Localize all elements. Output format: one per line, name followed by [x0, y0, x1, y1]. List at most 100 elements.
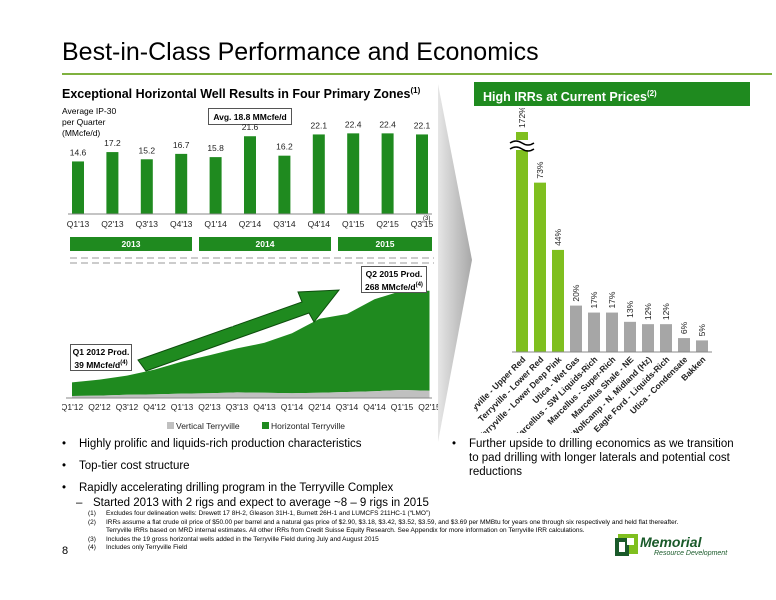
ip30-tick-label: Q3'14	[273, 219, 296, 229]
irr-value-label: 13%	[625, 300, 635, 317]
footnote-2-text: IRRs assume a flat crude oil price of $5…	[106, 518, 679, 535]
production-tick-label: Q1'14	[281, 402, 304, 412]
irr-value-label: 17%	[589, 291, 599, 308]
ip30-value-label: 14.6	[70, 147, 87, 157]
ip30-tick-label: Q3'15	[411, 219, 434, 229]
chart-legend: Vertical Terryville Horizontal Terryvill…	[167, 421, 345, 431]
irr-bar	[534, 182, 546, 352]
right-section-heading: High IRRs at Current Prices(2)	[474, 82, 750, 106]
irr-value-label: 172%	[517, 108, 527, 128]
q2-callout-note: (4)	[415, 282, 423, 288]
area-series-vertical	[72, 390, 430, 398]
ip30-bar-chart: 14.6 Q1'13 17.2 Q2'13 15.2 Q3'13 16.7 Q4'13 15.8…	[67, 119, 434, 229]
ip30-bar	[278, 155, 291, 214]
average-ip-callout: Avg. 18.8 MMcfe/d	[208, 108, 292, 125]
ip30-value-label: 21.6	[242, 122, 259, 132]
footnote-2: (2) IRRs assume a flat crude oil price of…	[88, 519, 688, 536]
footnote-4-number: (4)	[88, 544, 96, 551]
title-divider	[62, 73, 772, 75]
production-tick-label: Q2'15	[418, 402, 441, 412]
irr-bar	[516, 132, 528, 352]
ip30-bar	[209, 157, 222, 214]
footnote-2-number: (2)	[88, 518, 96, 526]
irr-bar	[642, 324, 654, 352]
bullet-upside: • Further upside to drilling economics as…	[452, 437, 742, 481]
ip30-value-label: 17.2	[104, 138, 121, 148]
production-area-chart: Q1'12 Q2'12 Q3'12 Q4'12 Q1'13 Q2'13 Q3'13 Q4'13…	[62, 289, 441, 431]
sub-bullet-rigs-text: Started 2013 with 2 rigs and expect to a…	[93, 497, 429, 509]
irr-value-label: 73%	[535, 161, 545, 178]
legend-swatch-horizontal	[262, 422, 269, 429]
production-tick-label: Q1'15	[391, 402, 414, 412]
footnotes: (1) Excludes four delineation wells: Drew…	[88, 510, 688, 553]
irr-bar-chart: 172%73%44%20% 17% 17%13% 12% 12%6% 5% Terryvi…	[474, 108, 712, 433]
irr-value-label: 17%	[607, 291, 617, 308]
year-band-2013: 2013	[70, 237, 192, 251]
ip30-value-label: 22.1	[311, 120, 328, 130]
footnote-1-text: Excludes four delineation wells: Drewett…	[106, 510, 431, 517]
irr-value-label: 12%	[661, 303, 671, 320]
irr-value-label: 44%	[553, 228, 563, 245]
ip30-bar	[175, 153, 188, 214]
production-tick-label: Q1'12	[62, 402, 83, 412]
legend-swatch-vertical	[167, 422, 174, 429]
right-heading-note: (2)	[646, 89, 657, 98]
ip30-bar	[106, 152, 119, 214]
ip30-value-label: 15.2	[139, 145, 156, 155]
footnote-1: (1) Excludes four delineation wells: Drew…	[88, 510, 688, 519]
cagr-arrow	[137, 289, 341, 372]
ip30-value-label: 22.4	[345, 119, 362, 129]
irr-bar	[660, 324, 672, 352]
ip30-bar	[72, 161, 84, 214]
sub-bullet-rigs: – Started 2013 with 2 rigs and expect to …	[76, 497, 429, 509]
irr-bar	[696, 340, 708, 352]
logo-subtitle: Resource Development	[654, 550, 728, 557]
ip30-value-label: 22.4	[379, 119, 396, 129]
footnote-4-text: Includes only Terryville Field	[106, 544, 188, 551]
production-tick-label: Q4'14	[363, 402, 386, 412]
year-band-2014: 2014	[199, 237, 331, 251]
q3-15-note: (3)	[423, 216, 431, 222]
ip30-y-axis-title: Average IP-30 per Quarter (MMcfe/d)	[62, 106, 117, 138]
q1-callout-line1: Q1 2012 Prod.	[72, 347, 130, 357]
transition-chevron	[438, 84, 472, 442]
irr-bar	[588, 312, 600, 352]
production-tick-label: Q2'14	[308, 402, 331, 412]
production-tick-label: Q3'12	[116, 402, 139, 412]
left-heading-note: (1)	[410, 86, 421, 95]
q1-2012-production-callout: Q1 2012 Prod. 39 MMcfe/d(4)	[70, 344, 132, 371]
production-tick-label: Q2'12	[88, 402, 111, 412]
logo-name: Memorial	[640, 534, 702, 550]
q1-callout-note: (4)	[120, 360, 128, 366]
footnote-4: (4) Includes only Terryville Field	[88, 544, 688, 553]
left-heading-text: Exceptional Horizontal Well Results in F…	[62, 87, 411, 102]
ip30-bar	[244, 136, 256, 214]
ip30-bar	[312, 134, 325, 214]
irr-bar	[678, 338, 690, 352]
q1-callout-line2: 39 MMcfe/d	[74, 359, 121, 370]
ip30-value-label: 22.1	[414, 120, 431, 130]
page-title: Best-in-Class Performance and Economics	[62, 38, 539, 66]
bullet-prolific: • Highly prolific and liquids-rich produc…	[62, 438, 362, 450]
ip30-tick-label: Q1'15	[342, 219, 365, 229]
bullet-drilling: • Rapidly accelerating drilling program i…	[62, 482, 394, 494]
irr-bar	[624, 321, 636, 352]
ip30-value-label: 16.2	[276, 142, 293, 152]
ip30-bar	[140, 159, 153, 214]
ip30-tick-label: Q2'13	[101, 219, 124, 229]
irr-value-label: 12%	[643, 303, 653, 320]
bullet-cost: • Top-tier cost structure	[62, 460, 190, 472]
ip30-tick-label: Q1'13	[67, 219, 90, 229]
ip30-bar	[347, 133, 360, 214]
area-series-horizontal	[72, 290, 430, 396]
irr-bar	[606, 312, 618, 352]
legend-label-vertical: Vertical Terryville	[176, 421, 240, 431]
production-tick-label: Q1'13	[171, 402, 194, 412]
production-tick-label: Q3'13	[226, 402, 249, 412]
footnote-3-number: (3)	[88, 535, 96, 543]
irr-value-label: 6%	[679, 321, 689, 334]
production-tick-label: Q4'13	[253, 402, 276, 412]
bullet-cost-text: Top-tier cost structure	[79, 460, 190, 472]
irr-bar	[570, 305, 582, 352]
q2-2015-production-callout: Q2 2015 Prod. 268 MMcfe/d(4)	[361, 266, 427, 293]
